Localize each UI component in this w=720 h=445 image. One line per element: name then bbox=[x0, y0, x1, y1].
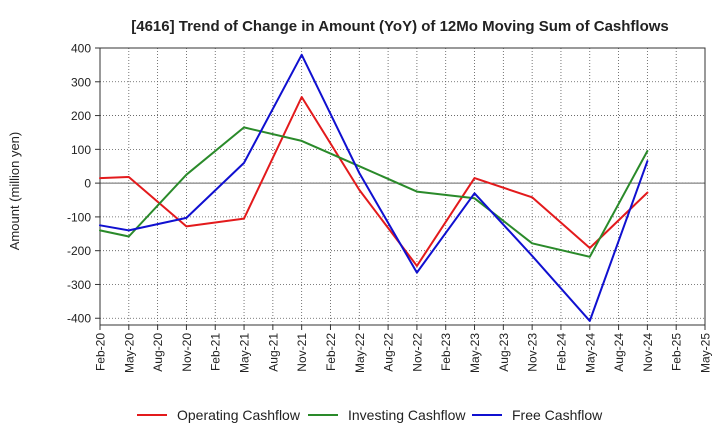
x-tick-label: Feb-23 bbox=[439, 333, 453, 371]
x-tick-label: Feb-25 bbox=[670, 333, 684, 371]
x-tick-label: Nov-20 bbox=[180, 333, 194, 372]
series-line-investing-cashflow bbox=[99, 126, 649, 258]
x-tick-label: Aug-23 bbox=[497, 333, 511, 372]
chart-title: [4616] Trend of Change in Amount (YoY) o… bbox=[131, 18, 669, 35]
x-tick-label: May-22 bbox=[353, 333, 367, 373]
x-tick-label: Feb-20 bbox=[94, 333, 108, 371]
y-axis-label: Amount (million yen) bbox=[7, 132, 22, 251]
x-tick-label: Nov-21 bbox=[295, 333, 309, 372]
y-tick-label: 300 bbox=[71, 75, 91, 89]
grid bbox=[99, 47, 706, 325]
legend-label-investing-cashflow: Investing Cashflow bbox=[348, 407, 466, 423]
x-tick-label: Nov-24 bbox=[641, 333, 655, 372]
x-tick-label: Feb-21 bbox=[209, 333, 223, 371]
plot-area bbox=[100, 48, 705, 325]
x-tick-label: Nov-22 bbox=[410, 333, 424, 372]
y-tick-label: 100 bbox=[71, 143, 91, 157]
x-tick-label: Feb-22 bbox=[324, 333, 338, 371]
x-tick-label: May-24 bbox=[583, 333, 597, 373]
x-tick-label: May-25 bbox=[699, 333, 713, 373]
y-tick-label: -400 bbox=[67, 312, 91, 326]
x-tick-label: May-23 bbox=[468, 333, 482, 373]
legend-label-operating-cashflow: Operating Cashflow bbox=[177, 407, 301, 423]
x-tick-label: Nov-23 bbox=[526, 333, 540, 372]
y-tick-label: 200 bbox=[71, 109, 91, 123]
x-tick-label: Aug-21 bbox=[266, 333, 280, 372]
series-line-operating-cashflow bbox=[99, 96, 649, 267]
x-tick-label: Aug-24 bbox=[612, 333, 626, 372]
plot-border bbox=[99, 47, 706, 326]
legend-label-free-cashflow: Free Cashflow bbox=[512, 407, 603, 423]
x-tick-label: May-21 bbox=[238, 333, 252, 373]
y-tick-label: 400 bbox=[71, 42, 91, 56]
legend: Operating Cashflow Investing Cashflow Free… bbox=[137, 407, 603, 423]
series-lines bbox=[99, 53, 649, 322]
x-tick-label: Aug-20 bbox=[151, 333, 165, 372]
x-tick-label: Aug-22 bbox=[382, 333, 396, 372]
y-tick-label: -100 bbox=[67, 210, 91, 224]
y-tick-label: -200 bbox=[67, 244, 91, 258]
series-line-free-cashflow bbox=[99, 53, 649, 322]
x-tick-label: Feb-24 bbox=[554, 333, 568, 371]
y-tick-label: 0 bbox=[84, 177, 91, 191]
y-tick-label: -300 bbox=[67, 278, 91, 292]
x-tick-label: May-20 bbox=[122, 333, 136, 373]
